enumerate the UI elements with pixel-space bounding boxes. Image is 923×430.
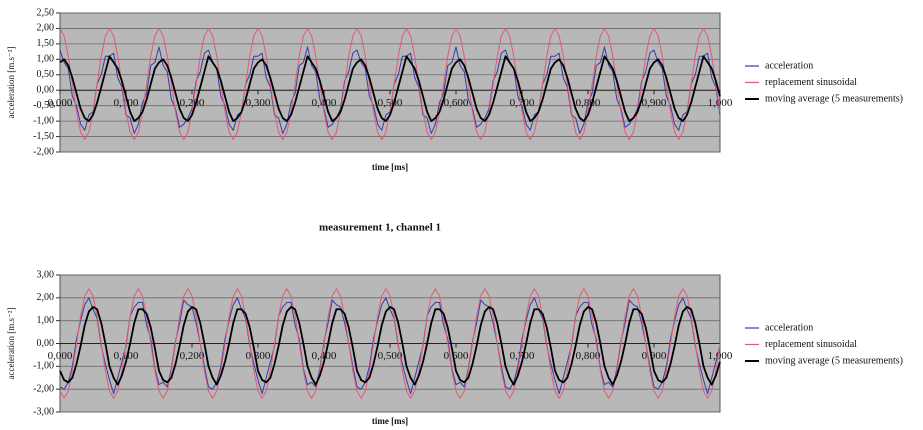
plot-area bbox=[59, 12, 721, 153]
x-tick-label: 0,500 bbox=[378, 97, 403, 109]
legend-label: replacement sinusoidal bbox=[765, 339, 857, 350]
x-tick-label: 0,000 bbox=[48, 350, 73, 362]
legend-label: acceleration bbox=[765, 322, 813, 333]
x-tick-label: 0,900 bbox=[642, 350, 667, 362]
y-tick-label: 0,00 bbox=[37, 85, 55, 96]
series-line bbox=[59, 288, 721, 399]
x-tick-label: 0,200 bbox=[180, 97, 205, 109]
x-tick-label: 0,700 bbox=[510, 350, 535, 362]
x-tick-label: 1,000 bbox=[708, 97, 733, 109]
x-tick-label: 0,400 bbox=[312, 97, 337, 109]
legend-label: moving average (5 measurements) bbox=[765, 355, 903, 366]
x-tick-label: 0,300 bbox=[246, 350, 271, 362]
y-tick-label: 0,50 bbox=[37, 69, 55, 80]
x-axis-title: time [ms] bbox=[372, 162, 408, 172]
y-tick-label: -0,50 bbox=[33, 100, 54, 111]
y-tick-label: 1,50 bbox=[37, 38, 55, 49]
y-tick-label: 0,00 bbox=[37, 338, 55, 349]
x-tick-label: 0,600 bbox=[444, 97, 469, 109]
y-tick-label: -2,00 bbox=[33, 383, 54, 394]
x-tick-label: 0,400 bbox=[312, 350, 337, 362]
series-line bbox=[59, 55, 721, 123]
chart-title: measurement 1, channel 1 bbox=[319, 222, 441, 234]
y-tick-label: -3,00 bbox=[33, 406, 54, 417]
x-tick-label: 0,900 bbox=[642, 97, 667, 109]
x-tick-label: 0,100 bbox=[114, 97, 139, 109]
y-tick-label: -1,00 bbox=[33, 115, 54, 126]
x-tick-label: 0,300 bbox=[246, 97, 271, 109]
y-axis-title: acceleration [m.s⁻²] bbox=[6, 308, 16, 380]
x-tick-label: 0,200 bbox=[180, 350, 205, 362]
y-tick-label: -1,00 bbox=[33, 361, 54, 372]
x-tick-label: 0,500 bbox=[378, 350, 403, 362]
y-tick-label: 2,50 bbox=[37, 7, 55, 18]
y-tick-label: 2,00 bbox=[37, 292, 55, 303]
y-tick-label: 2,00 bbox=[37, 23, 55, 34]
legend-label: moving average (5 measurements) bbox=[765, 93, 903, 104]
y-tick-label: 3,00 bbox=[37, 269, 55, 280]
x-tick-label: 0,000 bbox=[48, 97, 73, 109]
x-tick-label: 1,000 bbox=[708, 350, 733, 362]
x-tick-label: 0,800 bbox=[576, 350, 601, 362]
y-tick-label: -1,50 bbox=[33, 131, 54, 142]
series-line bbox=[59, 297, 721, 395]
y-tick-label: 1,00 bbox=[37, 315, 55, 326]
x-tick-label: 0,100 bbox=[114, 350, 139, 362]
x-axis-title: time [ms] bbox=[372, 416, 408, 426]
series-line bbox=[59, 306, 721, 386]
y-tick-label: 1,00 bbox=[37, 54, 55, 65]
x-tick-label: 0,700 bbox=[510, 97, 535, 109]
legend-label: replacement sinusoidal bbox=[765, 77, 857, 88]
x-tick-label: 0,600 bbox=[444, 350, 469, 362]
legend-label: acceleration bbox=[765, 60, 813, 71]
y-axis-title: acceleration [m.s⁻²] bbox=[6, 47, 16, 119]
y-tick-label: -2,00 bbox=[33, 146, 54, 157]
